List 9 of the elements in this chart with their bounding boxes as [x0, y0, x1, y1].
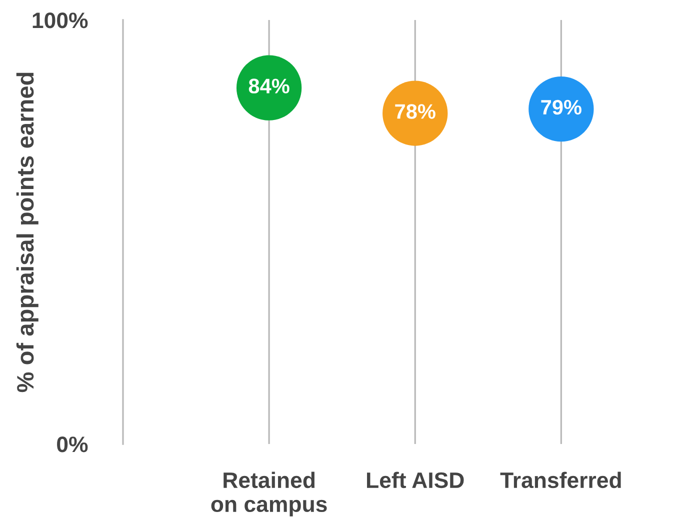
x-tick-label: Transferred: [500, 472, 621, 488]
data-label: 78%: [395, 104, 436, 119]
y-axis-title: % of appraisal points earned: [16, 72, 38, 392]
x-tick-label: Left AISD: [367, 472, 464, 488]
data-label: 79%: [541, 100, 582, 115]
data-label: 84%: [248, 78, 290, 94]
y-tick-label: 100%: [32, 12, 88, 28]
x-tick-label: Retained on campus: [211, 472, 327, 516]
y-tick-label: 0%: [57, 436, 88, 452]
